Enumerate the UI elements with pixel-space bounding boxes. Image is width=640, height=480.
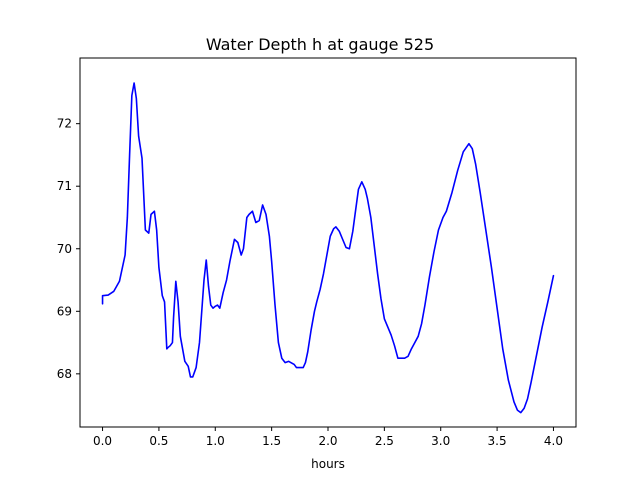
x-tick-label: 1.5: [262, 434, 281, 448]
series-line-0: [101, 82, 555, 414]
y-tick-label: 69: [57, 304, 72, 318]
y-tick-label: 68: [57, 367, 72, 381]
axes-frame: [79, 57, 577, 428]
chart-title: Water Depth h at gauge 525: [206, 35, 434, 54]
x-axis-label: hours: [311, 457, 345, 471]
x-tick-label: 3.0: [431, 434, 450, 448]
x-tick-label: 0.5: [149, 434, 168, 448]
x-tick-label: 2.0: [318, 434, 337, 448]
y-tick-label: 70: [57, 242, 72, 256]
x-tick-label: 1.0: [206, 434, 225, 448]
x-tick-label: 0.0: [93, 434, 112, 448]
x-tick-label: 2.5: [375, 434, 394, 448]
plot-area: 0.0 0.5 1.0 1.5 2.0 2.5 3.0 3.5 4.0 68 69 70 71 72: [57, 82, 563, 448]
x-tick-label: 3.5: [488, 434, 507, 448]
y-tick-label: 72: [57, 117, 72, 131]
y-tick-label: 71: [57, 179, 72, 193]
x-tick-label: 4.0: [544, 434, 563, 448]
